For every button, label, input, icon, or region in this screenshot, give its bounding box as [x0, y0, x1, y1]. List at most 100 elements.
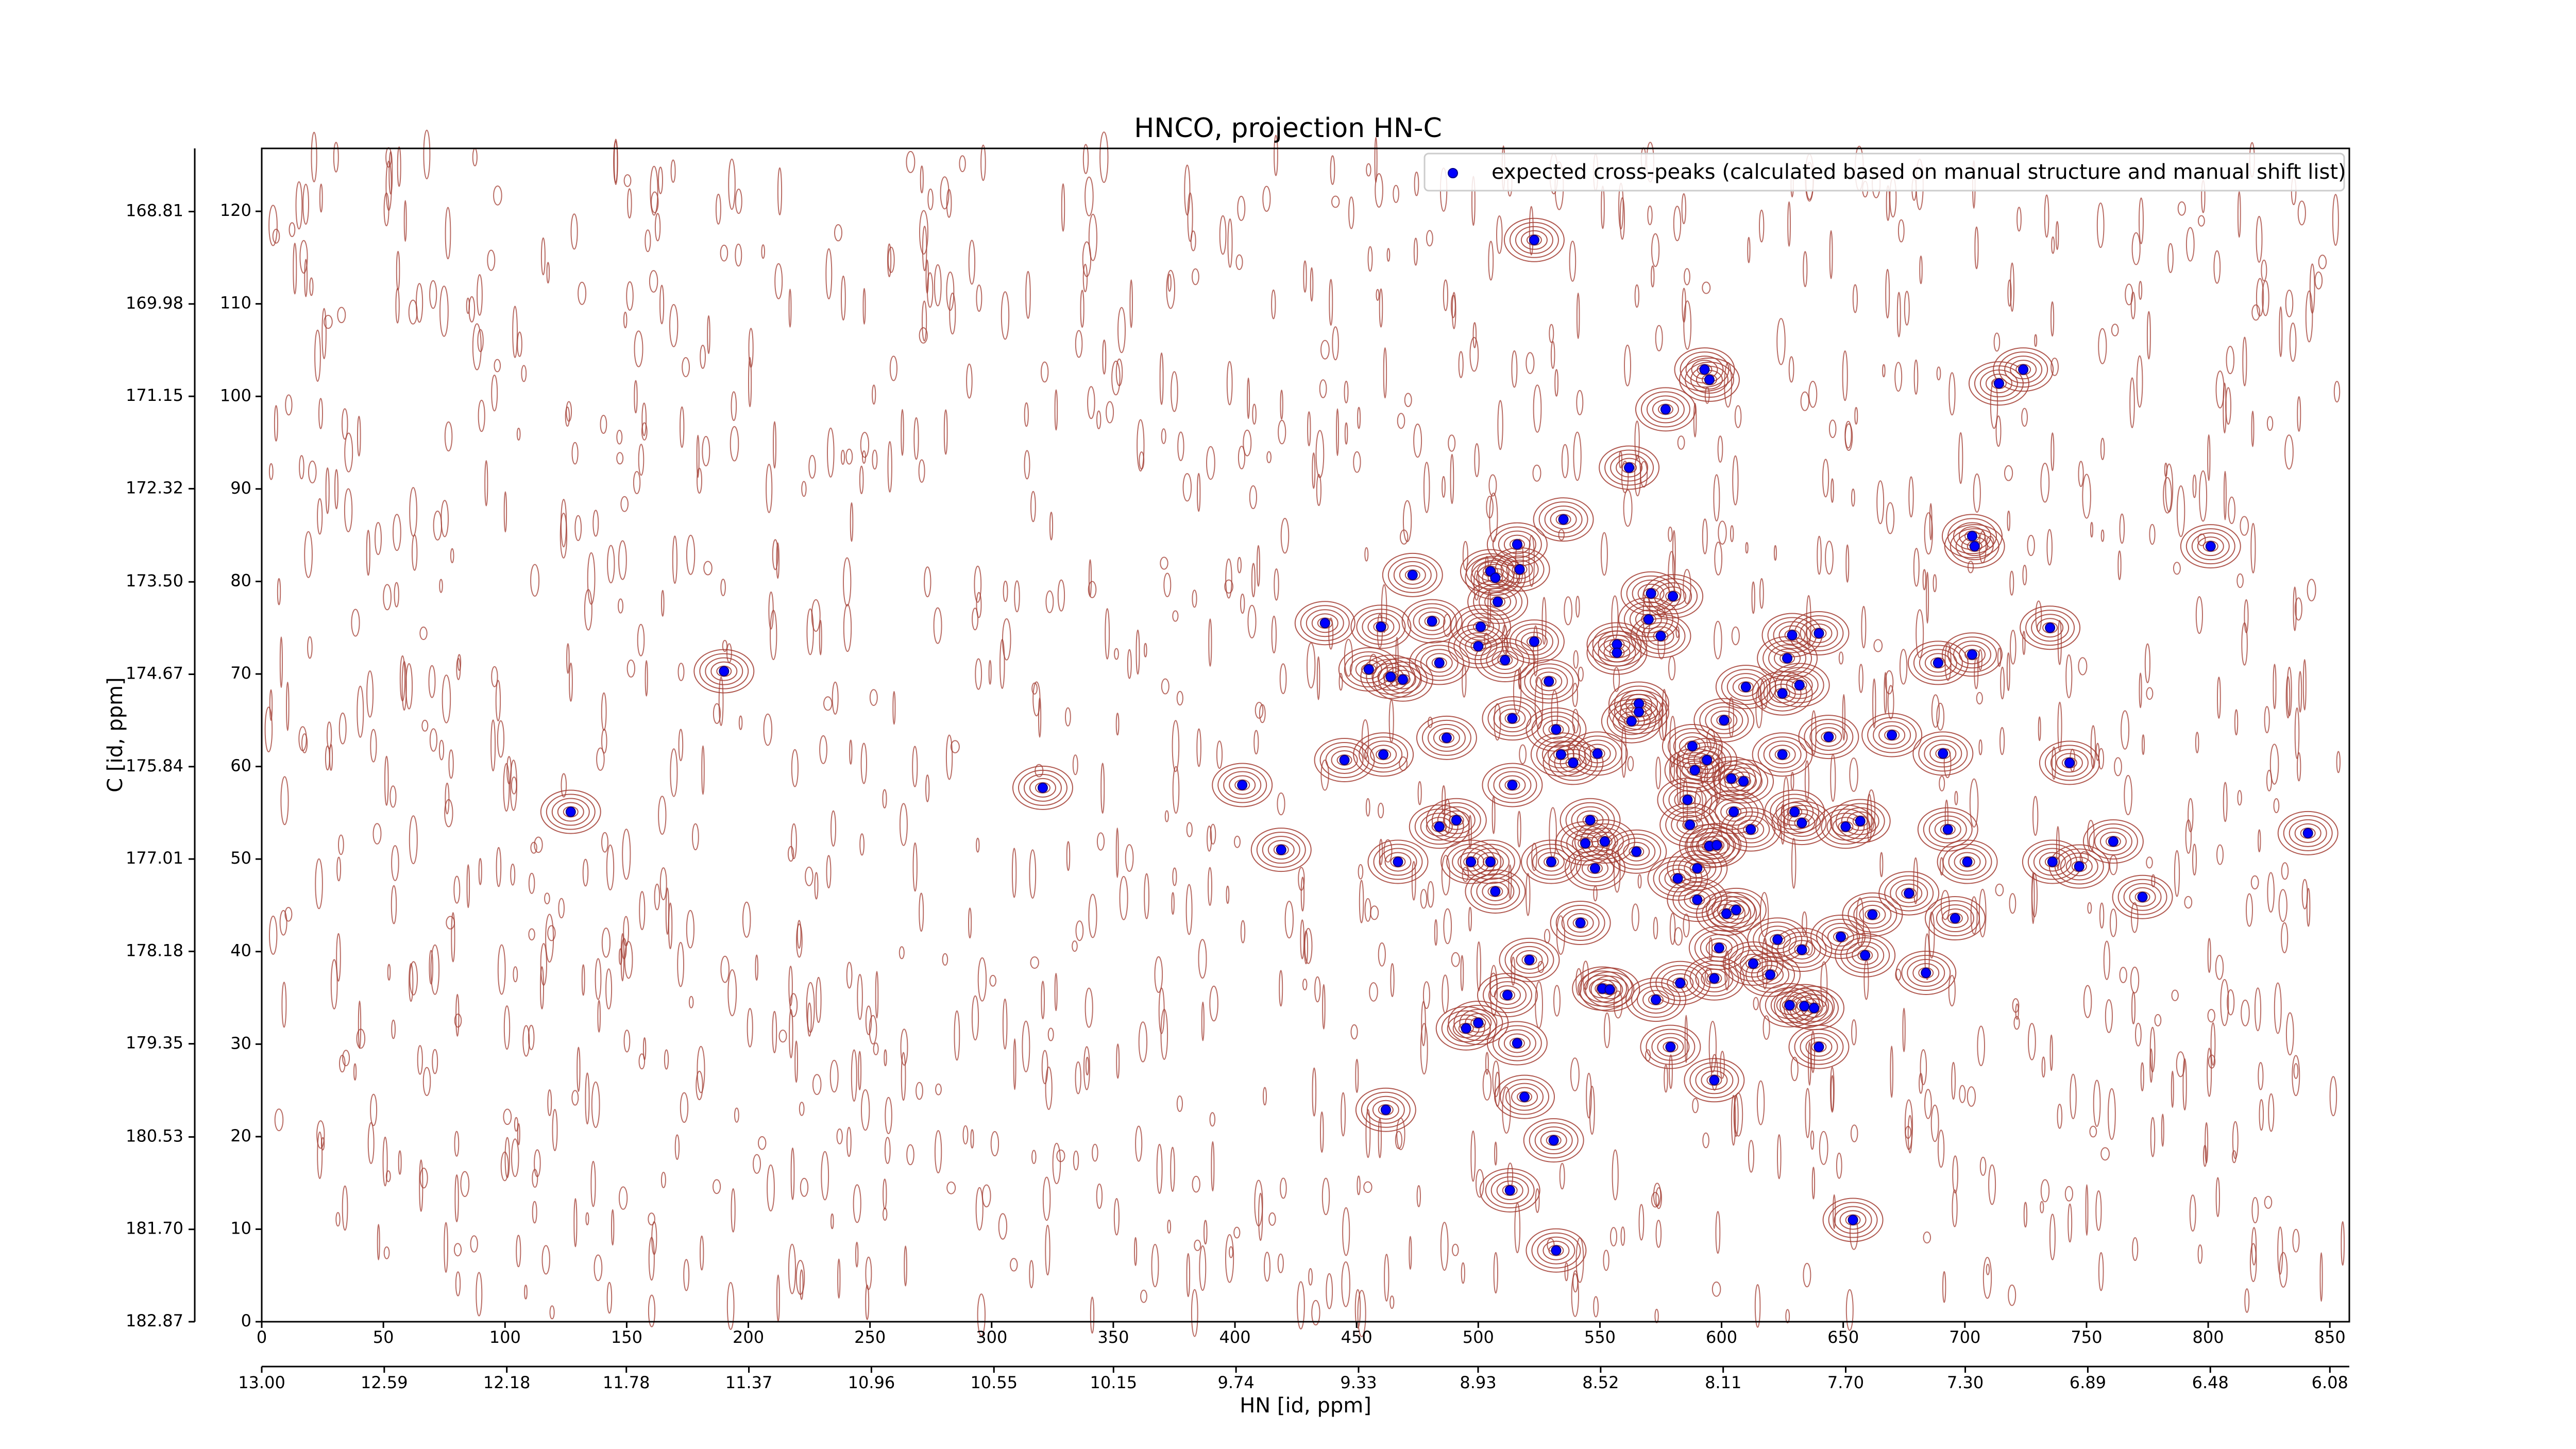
noise-contour	[1651, 1192, 1659, 1208]
noise-contour	[2294, 597, 2302, 621]
noise-contour	[1724, 950, 1730, 991]
peak-contour	[1331, 750, 1358, 770]
noise-contour	[2040, 1201, 2044, 1214]
noise-contour	[1300, 877, 1305, 912]
noise-contour	[1364, 547, 1369, 562]
peak-contour	[1947, 636, 1997, 673]
noise-contour	[2279, 306, 2283, 358]
peak-contour	[1737, 819, 1765, 839]
noise-contour	[1010, 1258, 1018, 1272]
cross-peak	[1512, 539, 1522, 550]
noise-contour	[686, 909, 695, 949]
peak-contour	[1655, 965, 1705, 1001]
peak-contour	[1372, 1100, 1399, 1120]
noise-contour	[552, 1109, 558, 1151]
noise-contour	[1948, 372, 1956, 416]
cross-peak	[1668, 591, 1679, 602]
chart-title: HNCO, projection HN-C	[1134, 113, 1442, 144]
peak-contours	[540, 217, 2338, 1273]
noise-contour	[735, 189, 742, 214]
x-tick-label: 300	[976, 1327, 1007, 1347]
noise-contour	[825, 248, 833, 300]
peak-contour	[1617, 837, 1656, 866]
peak-contour	[1835, 933, 1896, 978]
noise-contour	[2202, 1144, 2207, 1167]
peak-contour	[1479, 587, 1517, 616]
cross-peak	[1378, 749, 1389, 760]
noise-contour	[637, 624, 645, 656]
noise-contour	[342, 1185, 348, 1231]
x-tick-label: 700	[1949, 1327, 1980, 1347]
peak-contour	[1460, 839, 1521, 884]
peak-contour	[1674, 790, 1701, 810]
peak-contour	[1509, 624, 1559, 660]
noise-contour	[2223, 382, 2227, 434]
noise-contour	[1759, 209, 1765, 243]
y-tick-label: 50	[230, 848, 251, 868]
peak-contour	[1482, 977, 1532, 1014]
noise-contour	[801, 481, 807, 497]
peak-contour	[1674, 347, 1735, 392]
noise-contour	[596, 747, 605, 771]
peak-contour	[1713, 759, 1774, 804]
peak-contour	[1901, 955, 1951, 991]
noise-contour	[1979, 1156, 1987, 1176]
peak-contour	[1529, 1122, 1579, 1159]
noise-contour	[1119, 875, 1128, 920]
noise-contour	[1974, 226, 1979, 269]
noise-contour	[718, 677, 724, 727]
noise-contour	[1905, 1126, 1911, 1139]
noise-contour	[396, 250, 400, 291]
noise-contour	[976, 284, 982, 312]
noise-contour	[831, 810, 836, 847]
noise-contour	[1229, 1246, 1233, 1258]
noise-contour	[1931, 694, 1940, 728]
noise-contour	[1959, 1085, 1966, 1103]
peak-contour	[1769, 745, 1796, 765]
noise-contour	[1653, 917, 1658, 940]
noise-contour	[1030, 956, 1039, 969]
noise-contour	[601, 832, 608, 853]
peak-contour	[1550, 510, 1577, 530]
noise-contour	[1654, 1308, 1659, 1323]
noise-contour	[1731, 1094, 1736, 1146]
y-tick-label: 100	[220, 385, 251, 405]
noise-contour	[2195, 596, 2203, 634]
noise-contour	[387, 964, 391, 981]
noise-contour	[1936, 702, 1945, 731]
noise-contour	[806, 608, 814, 655]
peak-contour	[1591, 832, 1618, 852]
noise-contour	[1448, 434, 1456, 452]
peak-contour	[710, 661, 738, 681]
cross-peak	[1580, 838, 1591, 849]
noise-contour	[1485, 1052, 1489, 1075]
noise-contour	[2240, 516, 2249, 536]
noise-contour	[1526, 352, 1535, 374]
noise-contour	[1531, 843, 1537, 871]
noise-contour	[1508, 864, 1512, 899]
noise-contour	[304, 259, 308, 297]
noise-contour	[836, 1128, 843, 1144]
y2-tick-label: 174.67	[126, 664, 183, 683]
cross-peak	[1789, 806, 1800, 817]
noise-contour	[885, 1097, 892, 1134]
noise-contour	[977, 957, 987, 1002]
noise-contour	[1662, 688, 1667, 742]
peak-contour	[1786, 675, 1813, 695]
noise-contour	[2095, 743, 2100, 761]
peak-contour	[1941, 632, 2003, 677]
noise-contour	[1867, 789, 1876, 831]
noise-contour	[1316, 474, 1321, 507]
noise-contour	[284, 907, 293, 922]
noise-contour	[1370, 905, 1379, 920]
noise-contour	[460, 1171, 470, 1198]
noise-contour	[1307, 642, 1316, 689]
noise-contour	[2249, 1243, 2257, 1283]
noise-contour	[1922, 569, 1926, 591]
noise-contour	[1470, 1130, 1476, 1182]
cross-peak	[1646, 588, 1656, 599]
noise-contour	[738, 715, 743, 730]
noise-contour	[1913, 359, 1919, 395]
noise-contour	[1199, 1245, 1207, 1291]
noise-contour	[1052, 1142, 1061, 1184]
